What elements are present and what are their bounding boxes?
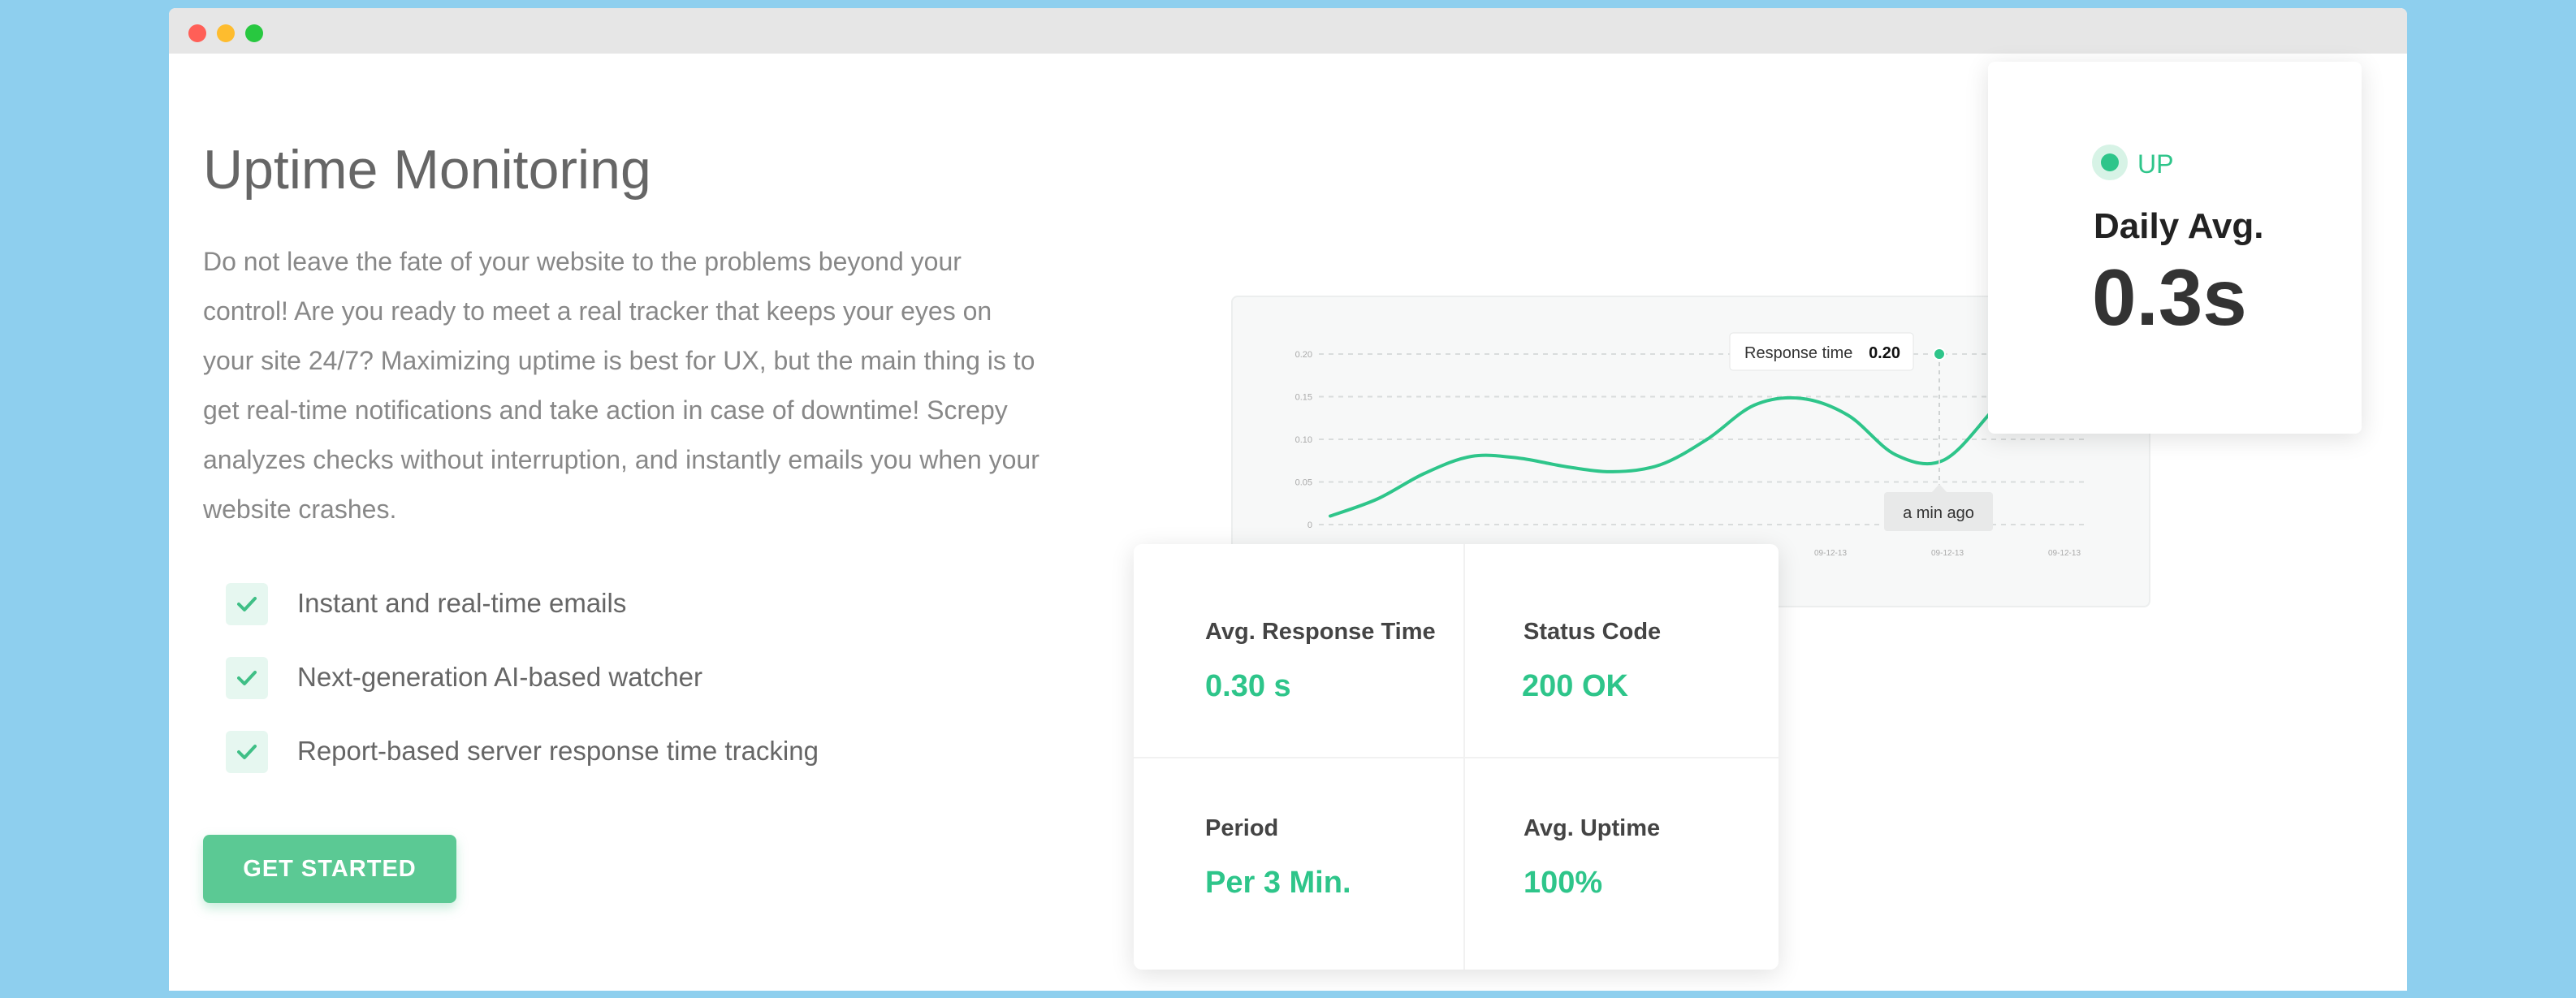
avg-uptime-label: Avg. Uptime xyxy=(1524,815,1661,841)
time-tooltip-label: a min ago xyxy=(1903,504,1974,522)
period-value: Per 3 Min. xyxy=(1205,866,1351,900)
browser-window: Uptime Monitoring Do not leave the fate … xyxy=(169,8,2407,991)
y-tick-label: 0.10 xyxy=(1295,435,1312,445)
close-window-button[interactable] xyxy=(188,24,206,42)
minimize-window-button[interactable] xyxy=(217,24,235,42)
hero-description: Do not leave the fate of your website to… xyxy=(203,247,1039,524)
series-line xyxy=(1329,348,2085,518)
tooltip-box xyxy=(1729,332,1914,371)
time-tooltip-arrow xyxy=(1932,484,1947,492)
time-tooltip-box xyxy=(1884,492,1993,531)
feature-text: Next-generation AI-based watcher xyxy=(297,662,702,692)
tooltip-value: 0.20 xyxy=(1869,344,1900,362)
window-titlebar xyxy=(169,8,2407,54)
page-title: Uptime Monitoring xyxy=(203,139,651,201)
hover-point xyxy=(1933,348,1946,361)
daily-avg-value: 0.3s xyxy=(2092,253,2247,342)
maximize-window-button[interactable] xyxy=(245,24,263,42)
avg-uptime-value: 100% xyxy=(1524,866,1603,900)
avg-response-time-label: Avg. Response Time xyxy=(1205,619,1436,645)
daily-average-card: UP Daily Avg. 0.3s xyxy=(1988,62,2362,434)
x-tick-label: 09-12-13 xyxy=(1931,549,1964,558)
status-code-value: 200 OK xyxy=(1522,669,1628,703)
check-icon xyxy=(226,657,268,699)
y-tick-label: 0.20 xyxy=(1295,350,1312,360)
stats-divider xyxy=(1134,757,1779,758)
x-tick-label: 09-12-13 xyxy=(1814,549,1847,558)
status-indicator-icon xyxy=(2092,145,2128,180)
check-icon xyxy=(226,583,268,625)
tooltip-label: Response time xyxy=(1744,344,1852,362)
stats-card: Avg. Response Time 0.30 s Status Code 20… xyxy=(1134,544,1779,970)
y-tick-label: 0.15 xyxy=(1295,393,1312,403)
status-code-label: Status Code xyxy=(1524,619,1662,645)
feature-text: Instant and real-time emails xyxy=(297,588,627,618)
chart-svg: 0.20 0.15 0.10 0.05 0 09-12-13 09-12-13 09-12-1… xyxy=(1295,332,2085,558)
feature-text: Report-based server response time tracki… xyxy=(297,736,819,766)
status-dot xyxy=(2101,153,2119,171)
y-tick-label: 0 xyxy=(1307,521,1312,530)
check-icon xyxy=(226,731,268,773)
period-label: Period xyxy=(1205,815,1279,841)
x-tick-label: 09-12-13 xyxy=(2048,549,2081,558)
get-started-button[interactable]: GET STARTED xyxy=(203,835,456,903)
y-tick-label: 0.05 xyxy=(1295,478,1312,488)
status-label: UP xyxy=(2137,149,2174,179)
daily-avg-label: Daily Avg. xyxy=(2094,206,2264,246)
avg-response-time-value: 0.30 s xyxy=(1205,669,1291,703)
